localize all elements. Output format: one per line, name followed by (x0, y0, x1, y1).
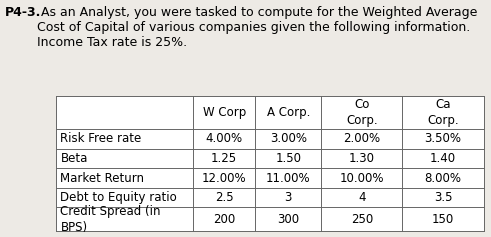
Text: 1.50: 1.50 (275, 152, 301, 165)
Text: 12.00%: 12.00% (202, 172, 246, 185)
Text: 4: 4 (358, 191, 366, 204)
Text: A Corp.: A Corp. (267, 106, 310, 119)
Text: 300: 300 (277, 213, 300, 226)
Text: Ca
Corp.: Ca Corp. (427, 98, 459, 127)
Text: 8.00%: 8.00% (425, 172, 462, 185)
Text: 10.00%: 10.00% (340, 172, 384, 185)
Text: 11.00%: 11.00% (266, 172, 310, 185)
Text: 2.5: 2.5 (215, 191, 233, 204)
Text: 3.50%: 3.50% (425, 132, 462, 145)
Text: Co
Corp.: Co Corp. (346, 98, 378, 127)
Text: 1.30: 1.30 (349, 152, 375, 165)
Text: Risk Free rate: Risk Free rate (60, 132, 141, 145)
Text: 2.00%: 2.00% (343, 132, 381, 145)
Text: 250: 250 (351, 213, 373, 226)
Text: Beta: Beta (60, 152, 88, 165)
Text: 3.5: 3.5 (434, 191, 452, 204)
Text: 1.40: 1.40 (430, 152, 456, 165)
Text: As an Analyst, you were tasked to compute for the Weighted Average
Cost of Capit: As an Analyst, you were tasked to comput… (37, 6, 477, 49)
Text: W Corp: W Corp (202, 106, 246, 119)
Text: 150: 150 (432, 213, 454, 226)
Text: Debt to Equity ratio: Debt to Equity ratio (60, 191, 177, 204)
Text: Market Return: Market Return (60, 172, 144, 185)
Text: Credit Spread (in
BPS): Credit Spread (in BPS) (60, 205, 161, 233)
Text: 4.00%: 4.00% (206, 132, 243, 145)
Text: P4-3.: P4-3. (5, 6, 41, 19)
Text: 3: 3 (284, 191, 292, 204)
Text: 200: 200 (213, 213, 235, 226)
Text: 3.00%: 3.00% (270, 132, 307, 145)
Text: 1.25: 1.25 (211, 152, 237, 165)
